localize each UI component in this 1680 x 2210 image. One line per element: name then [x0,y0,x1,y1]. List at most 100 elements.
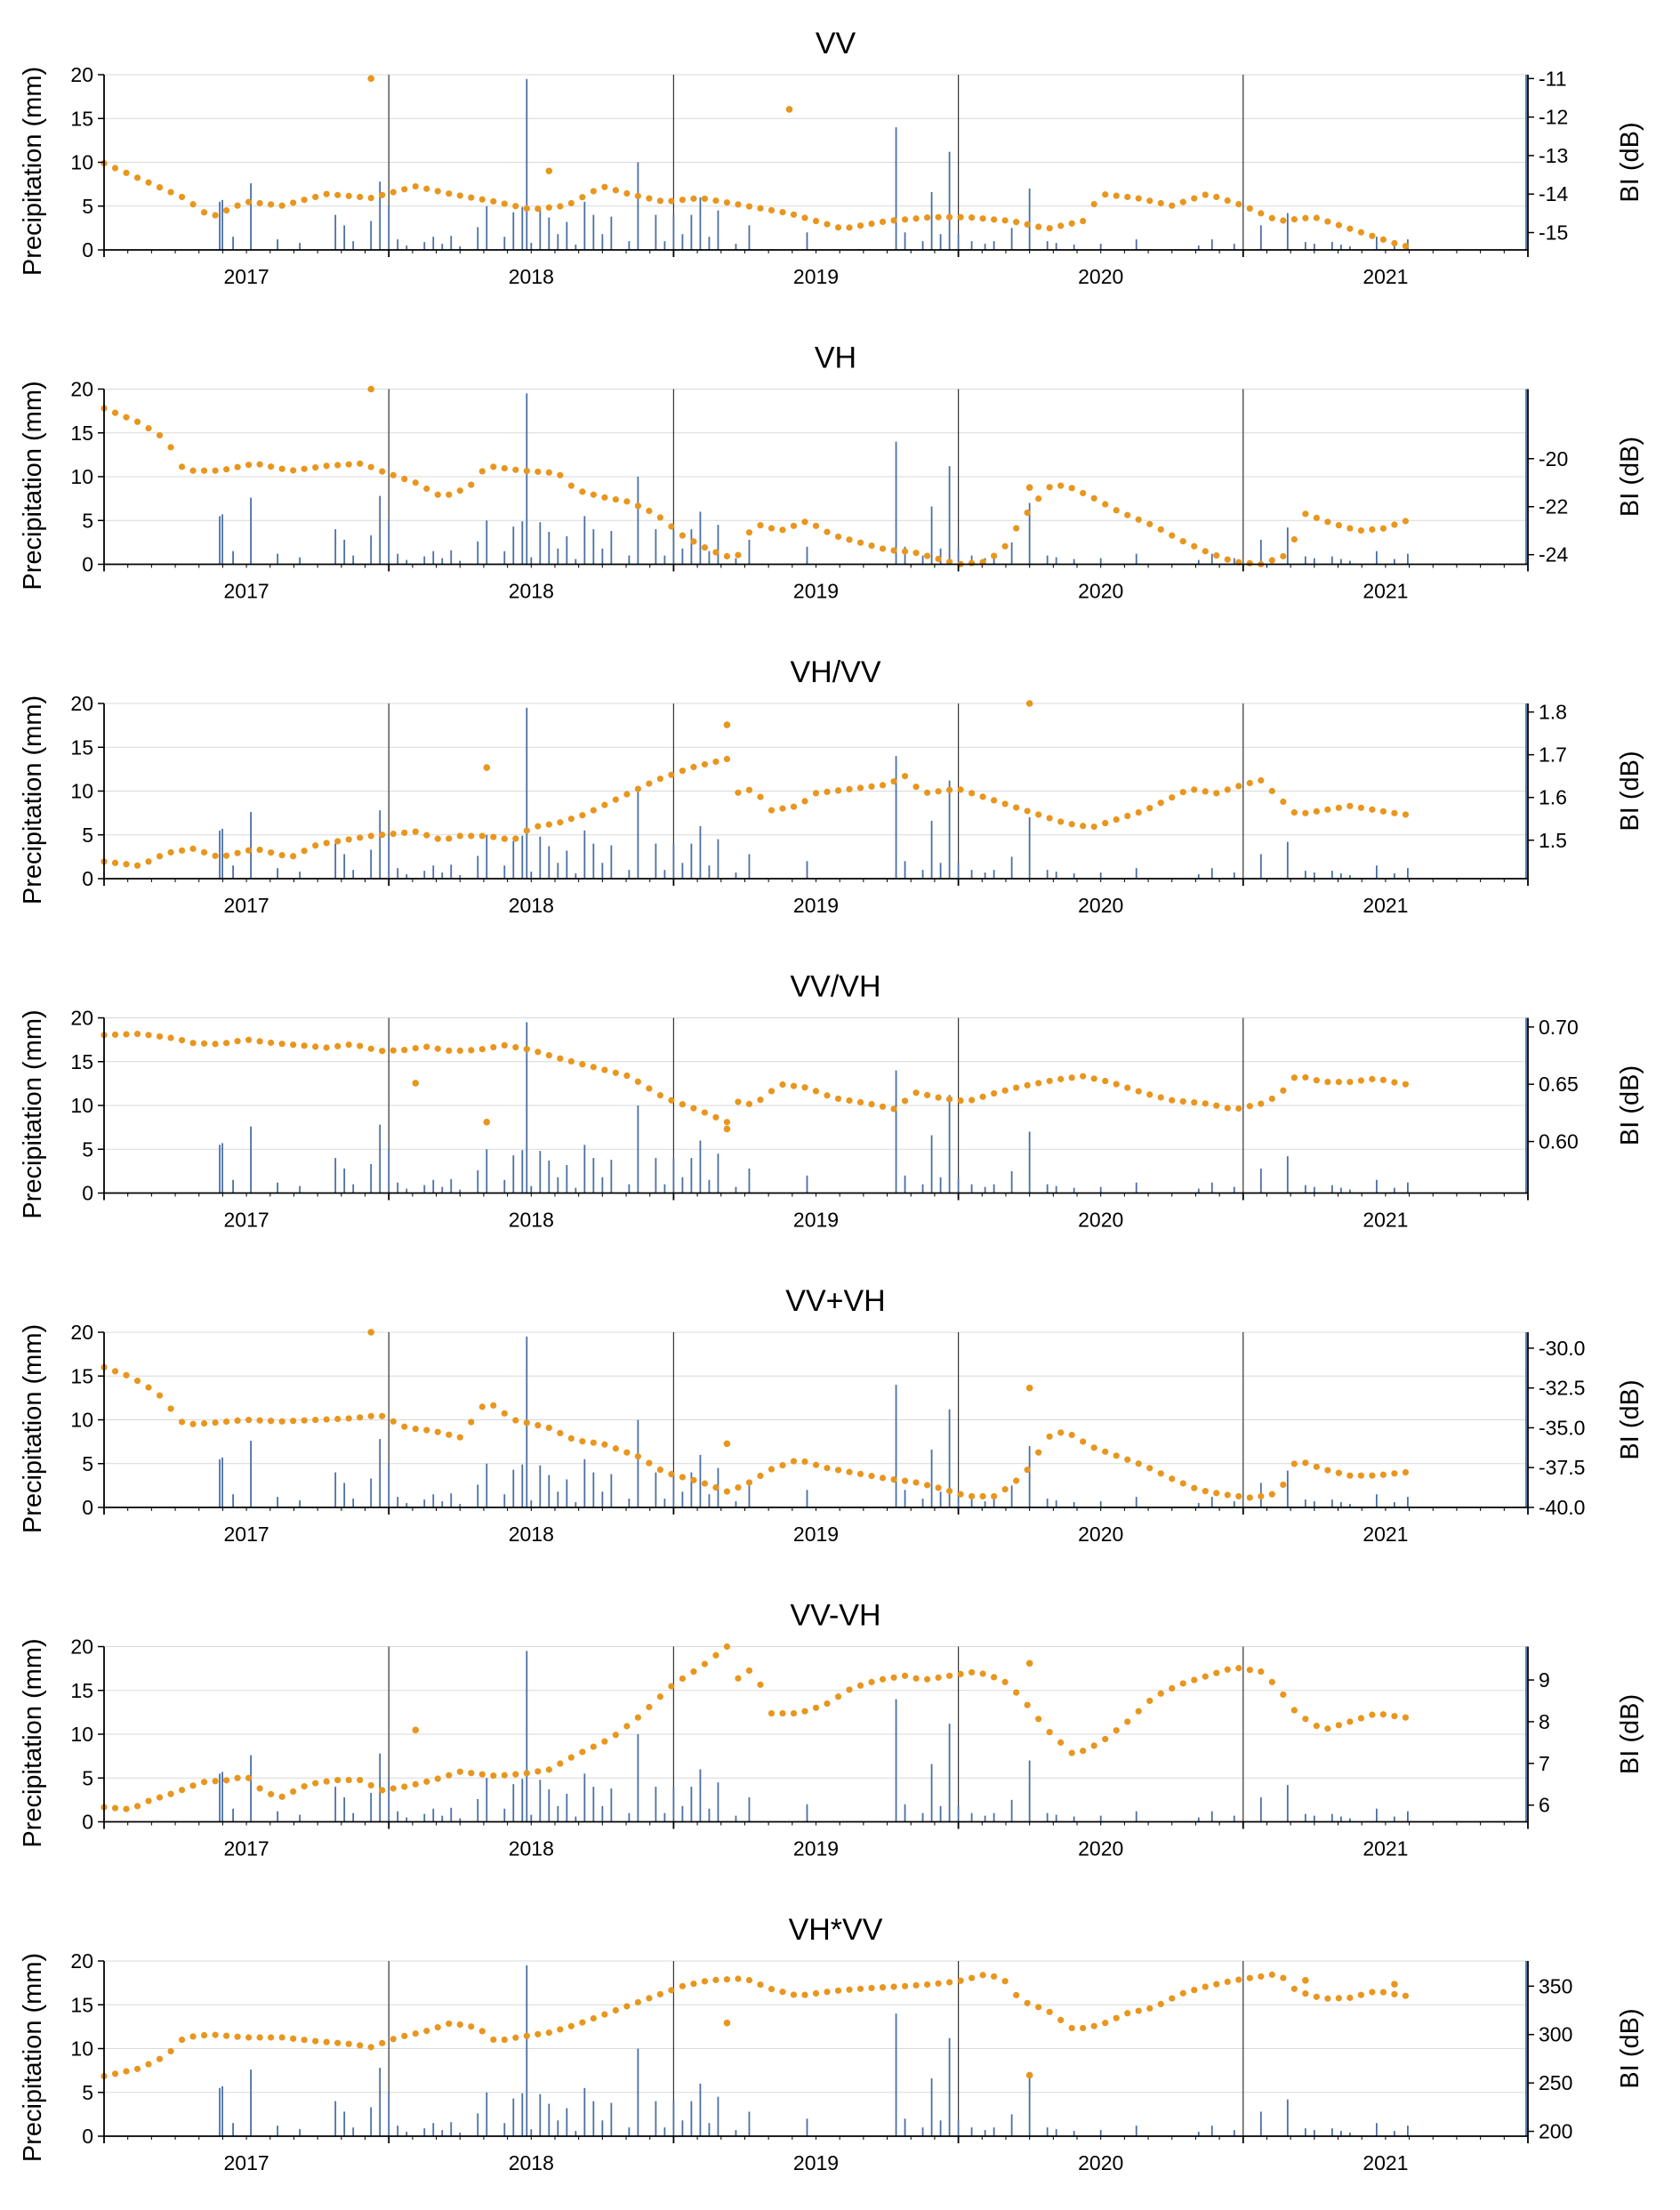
bi-point [212,467,219,474]
bi-point [301,2037,308,2044]
bi-point [212,1778,219,1785]
bi-point [901,1982,909,1989]
bi-point [133,2065,141,2072]
bi-point [1213,790,1220,797]
bi-point [1146,520,1153,527]
bi-point [1369,1075,1376,1082]
bi-point [1113,507,1120,514]
bi-point [668,197,675,205]
bi-point [812,522,820,529]
x-tick-label: 2021 [1362,1837,1408,1860]
bi-point [945,1672,953,1679]
bi-point [1246,1974,1253,1981]
bi-point [545,2029,552,2037]
bi-point [1246,1494,1253,1501]
bi-point [757,1472,764,1480]
bi-point [679,1982,687,1989]
bi-point [412,1426,419,1433]
y-label-left: Precipitation (mm) [19,381,47,590]
bi-point [590,2014,597,2022]
bi-point [1402,243,1410,250]
bi-point [834,1693,842,1700]
right-tick-label: 0.65 [1539,1073,1579,1096]
bi-point [1290,216,1298,223]
bi-point [1357,1077,1364,1084]
bi-point [1080,489,1087,497]
bi-point [945,786,953,793]
bi-point [557,203,564,210]
bi-point [379,1787,386,1794]
bi-point [1146,197,1153,205]
bi-point [768,525,776,532]
bi-point [1235,200,1242,208]
x-tick-label: 2017 [224,2151,269,2174]
bi-point [912,1981,920,1989]
x-tick-label: 2018 [509,580,554,603]
bi-point [1146,1697,1153,1705]
bi-point [1169,1475,1176,1483]
bi-point [123,1371,130,1378]
bi-point [612,1069,619,1076]
bi-point [646,195,653,202]
bi-point [1013,1689,1020,1696]
bi-point [145,2061,152,2068]
x-tick-label: 2019 [793,894,839,917]
bi-point [812,1989,820,1997]
bi-point [601,494,608,501]
bi-point [222,852,230,859]
bi-point [1324,1725,1331,1732]
bi-point [1179,538,1186,545]
bi-point [468,194,475,201]
bi-point [1258,1668,1265,1676]
bi-point [390,2036,397,2043]
bi-point [222,2032,230,2039]
bi-point [1313,1993,1320,2000]
bi-point [1191,1484,1198,1491]
bi-point [278,1793,285,1800]
left-tick-label: 5 [82,509,93,532]
right-tick-label: 7 [1539,1752,1550,1775]
bi-point [745,203,753,210]
bi-point [1335,804,1342,811]
bi-point [345,836,352,843]
bi-point [979,1492,986,1500]
bi-point [969,1097,976,1104]
bi-point [935,788,942,795]
bi-point [312,1780,319,1787]
bi-point [256,1785,263,1792]
bi-point [145,179,152,186]
bi-point [879,1475,887,1482]
bi-point [1224,197,1231,205]
bi-point [846,1097,853,1105]
x-tick-label: 2019 [793,580,839,603]
bi-point [245,2034,253,2041]
bi-point [367,194,374,202]
bi-point [612,1445,619,1452]
bi-point [1379,1989,1387,1996]
bi-point [512,1043,519,1051]
right-tick-label: 0.60 [1539,1130,1579,1153]
bi-point [779,805,786,812]
bi-point [234,202,241,209]
bi-point [401,2032,408,2039]
bi-point [245,198,253,205]
bi-point [323,1778,330,1785]
bi-point [367,1781,374,1789]
bi-point [1202,1673,1209,1680]
bi-point [612,187,619,194]
bi-point [790,1709,798,1717]
bi-point [1090,1444,1097,1451]
bi-point [1046,484,1053,491]
bi-point [723,1976,731,1983]
bi-point [757,205,764,212]
bi-point [957,1097,964,1105]
bi-point [1124,1084,1131,1091]
bi-point [1202,1488,1209,1495]
bi-point [401,186,408,193]
bi-point [1224,1105,1231,1112]
bi-point [490,1043,497,1051]
bi-point [1024,221,1031,228]
bi-point [301,848,308,855]
